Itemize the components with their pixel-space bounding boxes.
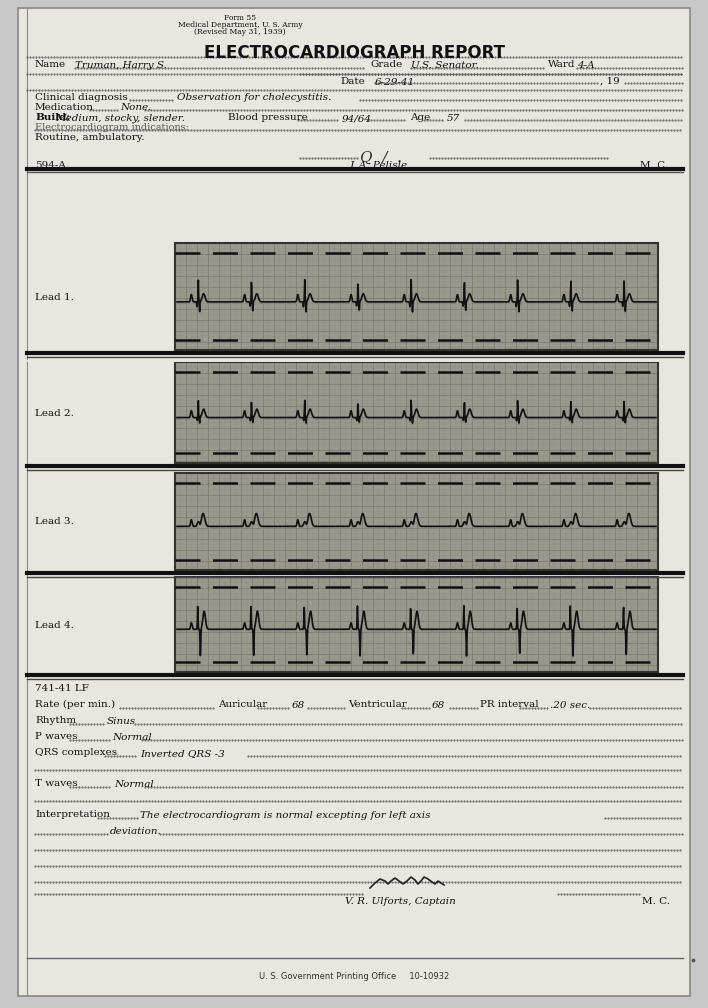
Text: Lead 2.: Lead 2. [35,408,74,417]
Text: J. A. Pelisle: J. A. Pelisle [350,161,408,170]
Text: Name: Name [35,60,66,69]
Text: Rhythm: Rhythm [35,716,76,725]
Text: Rate (per min.): Rate (per min.) [35,700,115,709]
Bar [27,360,683,362]
Text: Lead 3.: Lead 3. [35,517,74,526]
Text: The electrocardiogram is normal excepting for left axis: The electrocardiogram is normal exceptin… [140,811,430,820]
Text: Sinus: Sinus [107,717,136,726]
Text: Routine, ambulatory.: Routine, ambulatory. [35,133,144,142]
Bar [175,577,658,672]
Text: Truman, Harry S.: Truman, Harry S. [75,61,167,70]
Bar [175,243,658,350]
Text: .20 sec.: .20 sec. [550,701,590,710]
Text: 741-41 LF: 741-41 LF [35,684,89,694]
Bar [175,577,658,672]
Text: Normal: Normal [114,780,154,789]
Text: (Revised May 31, 1939): (Revised May 31, 1939) [194,28,286,36]
Text: M. C.: M. C. [642,897,670,906]
Text: ELECTROCARDIOGRAPH REPORT: ELECTROCARDIOGRAPH REPORT [203,44,505,62]
Text: 94/64: 94/64 [342,114,372,123]
Text: Medium, stocky, slender.: Medium, stocky, slender. [55,114,185,123]
Text: M. C.: M. C. [640,161,668,170]
Bar [175,243,658,350]
Text: 4-A: 4-A [577,61,595,70]
Text: Grade: Grade [370,60,402,69]
Text: Inverted QRS -3: Inverted QRS -3 [140,749,224,758]
Text: Ventricular: Ventricular [348,700,407,709]
Text: 68: 68 [432,701,445,710]
Text: Lead 1.: Lead 1. [35,292,74,301]
Text: QRS complexes: QRS complexes [35,748,117,757]
Text: Interpretation: Interpretation [35,810,110,818]
Text: Observation for cholecystitis.: Observation for cholecystitis. [177,93,331,102]
Text: Auricular: Auricular [218,700,267,709]
Text: None.: None. [120,103,152,112]
Text: Ward: Ward [548,60,576,69]
Text: V. R. Ulforts, Captain: V. R. Ulforts, Captain [345,897,456,906]
Text: PR interval: PR interval [480,700,539,709]
Bar [175,362,658,463]
Text: Normal: Normal [112,733,152,742]
Bar [175,473,658,570]
Text: 57: 57 [447,114,460,123]
Text: Clinical diagnosis: Clinical diagnosis [35,93,127,102]
Bar [175,362,658,463]
Text: 6-29-41: 6-29-41 [375,78,415,87]
Text: Blood pressure: Blood pressure [228,113,308,122]
Text: Medical Department, U. S. Army: Medical Department, U. S. Army [178,21,302,29]
Text: , 19: , 19 [600,77,620,86]
Text: P waves: P waves [35,732,77,741]
Text: Medication: Medication [35,103,94,112]
Bar [175,473,658,570]
Text: Date: Date [340,77,365,86]
Text: deviation.: deviation. [110,827,161,836]
Text: Build:: Build: [35,113,70,122]
Text: 68: 68 [292,701,305,710]
Text: Electrocardiogram indications:: Electrocardiogram indications: [35,123,189,132]
Text: U. S. Government Printing Office     10-10932: U. S. Government Printing Office 10-1093… [259,972,449,981]
Text: U.S. Senator.: U.S. Senator. [411,61,479,70]
Text: Age: Age [410,113,430,122]
Text: Q  /  .: Q / . [360,151,402,165]
Text: T waves: T waves [35,779,78,788]
Text: Lead 4.: Lead 4. [35,621,74,630]
Text: 594-A: 594-A [35,161,66,170]
Text: Form 55: Form 55 [224,14,256,22]
